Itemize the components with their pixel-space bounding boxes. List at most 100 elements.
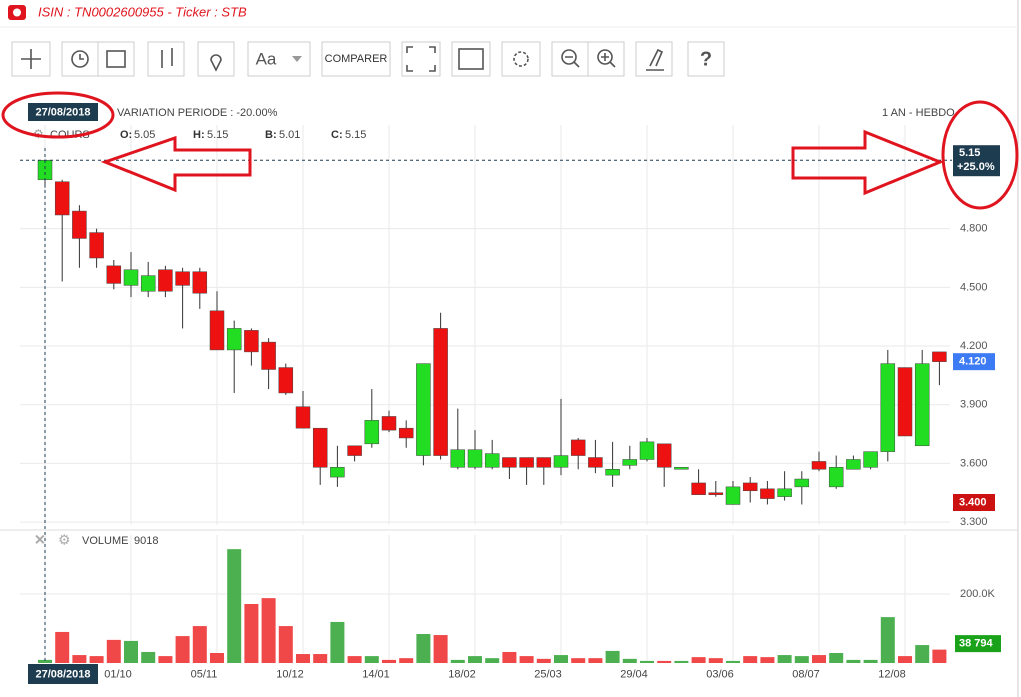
zoom-in-button[interactable] — [587, 41, 625, 77]
candle-body — [777, 488, 792, 497]
legend-label: B: — [265, 129, 277, 141]
volume-bar — [141, 651, 156, 663]
price-badge-change: +25.0% — [957, 161, 995, 173]
volume-bar — [124, 640, 138, 663]
volume-bar — [89, 656, 104, 663]
x-tick-label: 03/06 — [706, 668, 734, 680]
volume-bar — [38, 659, 52, 663]
candle-body — [106, 265, 122, 284]
candle-body — [433, 328, 448, 456]
x-tick-label: 10/12 — [276, 668, 304, 680]
volume-bar — [313, 654, 328, 663]
volume-bar — [261, 598, 276, 663]
x-tick-label: 01/10 — [104, 668, 132, 680]
volume-title: VOLUME — [82, 535, 128, 547]
candle-body — [37, 159, 53, 181]
candle-body — [484, 453, 500, 468]
icon — [597, 49, 613, 65]
candle-body — [89, 232, 104, 259]
volume-bar — [175, 636, 190, 663]
candle-button[interactable] — [147, 41, 185, 77]
settings-button[interactable] — [501, 41, 541, 77]
zoom-out-button[interactable] — [551, 41, 589, 77]
candle-body — [140, 275, 156, 292]
candle-body — [72, 210, 87, 239]
volume-bar — [536, 658, 551, 663]
price-marker-label: 3.400 — [959, 496, 987, 508]
icon — [561, 49, 577, 65]
candle-body — [381, 416, 397, 431]
font-button[interactable] — [247, 41, 311, 77]
period: 1 AN - HEBDO — [882, 107, 955, 119]
volume-bar — [777, 655, 792, 663]
candle-body — [588, 457, 603, 468]
candle-body — [450, 449, 466, 468]
candle-body — [502, 457, 517, 468]
candle-body — [863, 451, 878, 468]
icon — [106, 50, 126, 68]
volume-bar — [72, 655, 87, 663]
volume-bar — [760, 657, 775, 663]
candle-body — [209, 310, 225, 351]
volume-bar — [227, 549, 242, 663]
help-button[interactable] — [687, 41, 725, 77]
volume-bar — [244, 604, 259, 663]
volume-bar — [55, 631, 70, 663]
volume-bar — [519, 656, 534, 663]
x-tick-label: 05/11 — [191, 668, 218, 680]
y-tick-label: 4.800 — [960, 223, 988, 235]
volume-bar — [863, 659, 878, 663]
candle-body — [261, 341, 276, 370]
icon — [406, 46, 436, 72]
candle-body — [932, 351, 947, 362]
volume-bar — [382, 659, 396, 663]
volume-bar — [691, 657, 706, 663]
x-tick-label: 18/02 — [448, 668, 476, 680]
toolbar: Aa COMPARER ? — [11, 41, 725, 77]
chart: 27/08/2018 01/10 05/11 10/12 14/01 18/02 25/03… — [0, 125, 1018, 684]
calendar-button[interactable] — [97, 41, 135, 77]
legend-value: 5.01 — [279, 129, 300, 141]
volume-bar — [485, 658, 500, 663]
y-tick-label: 200.0K — [960, 588, 996, 600]
volume-bar — [898, 656, 912, 663]
x-tick-label: 14/01 — [362, 668, 390, 680]
candle-body — [794, 478, 810, 488]
header-title: ISIN : TN0002600955 - Ticker : STB — [38, 4, 247, 19]
candle-body — [828, 467, 844, 488]
candle-body — [656, 443, 672, 468]
volume-bar — [640, 660, 654, 663]
candle-body — [398, 427, 414, 439]
candle-body — [897, 367, 913, 437]
x-tick-label: 12/08 — [878, 668, 906, 680]
candle-body — [846, 459, 861, 470]
frame-button[interactable] — [451, 41, 491, 77]
volume-bar — [829, 652, 844, 663]
compare-button[interactable] — [321, 41, 391, 77]
legend-label: O: — [120, 129, 132, 141]
x-tick-label: 27/08/2018 — [35, 668, 90, 680]
candle-body — [123, 269, 139, 286]
annotation-ellipse — [941, 100, 1019, 210]
volume-bar — [726, 660, 740, 663]
volume-bar — [674, 660, 689, 663]
volume-bar — [622, 658, 637, 663]
volume-bar — [794, 656, 809, 663]
y-tick-label: 3.600 — [960, 457, 988, 469]
volume-bar — [657, 660, 672, 663]
volume-bar — [571, 658, 586, 663]
volume-value: 9018 — [134, 535, 158, 547]
icon — [565, 56, 580, 68]
icon — [601, 53, 616, 68]
price-marker — [953, 353, 995, 371]
annotation-arrow — [100, 135, 252, 193]
legend-value: 5.15 — [207, 129, 228, 141]
volume-bar — [812, 655, 826, 663]
volume-bar — [502, 651, 517, 663]
candle-body — [880, 363, 896, 452]
candle-body — [244, 330, 259, 353]
price-badge-label: 5.15 — [959, 147, 980, 159]
candle-body — [570, 439, 586, 456]
candle-body — [467, 449, 483, 468]
